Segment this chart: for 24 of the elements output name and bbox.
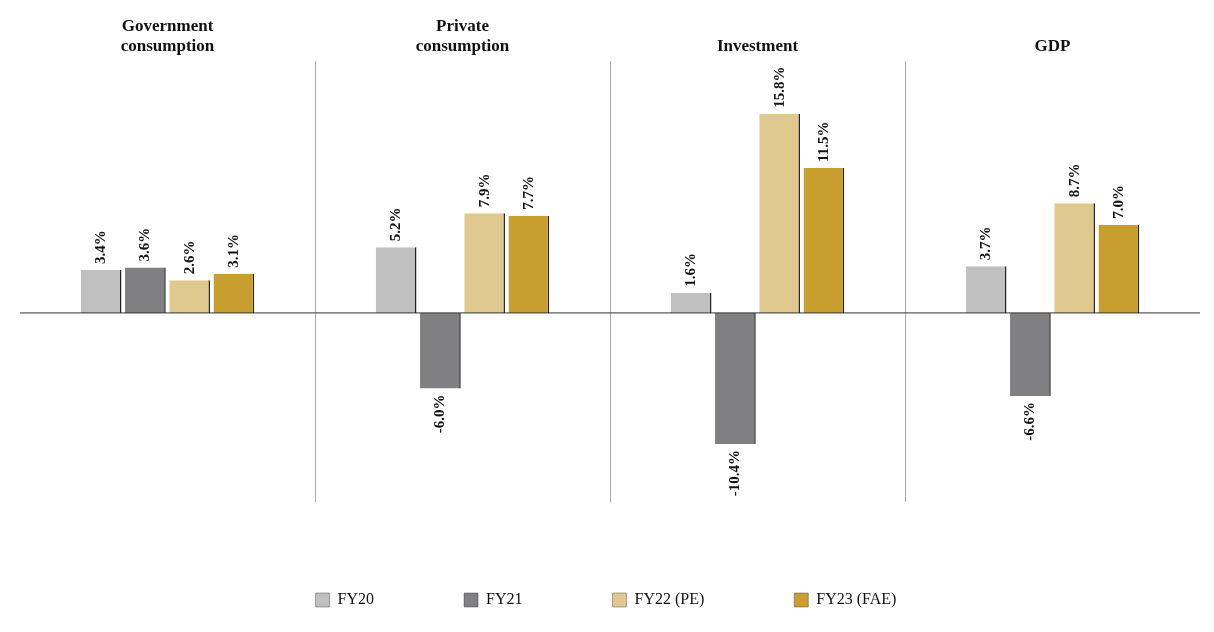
- data-label: 3.6%: [136, 227, 153, 262]
- data-label: 8.7%: [1065, 163, 1082, 198]
- x-tick-label: Investment: [716, 35, 799, 55]
- data-label: -10.4%: [726, 450, 743, 497]
- x-tick-label: Government consumption: [120, 15, 215, 55]
- data-label: 5.2%: [387, 207, 403, 242]
- data-label: 7.9%: [475, 173, 492, 208]
- data-label: -6.6%: [1021, 402, 1038, 441]
- data-label: 7.0%: [1109, 184, 1126, 219]
- x-tick-label: Private consumption: [415, 15, 510, 55]
- data-label: 3.7%: [977, 226, 993, 261]
- data-label: -6.0%: [431, 394, 448, 434]
- legend-label: FY20: [337, 590, 375, 608]
- data-label: 3.4%: [92, 230, 108, 265]
- data-label: 3.1%: [224, 234, 241, 268]
- legend-label: FY23 (FAE): [816, 590, 897, 609]
- data-label: 1.6%: [682, 253, 698, 287]
- data-label: 2.6%: [180, 240, 197, 275]
- data-label: 11.5%: [814, 121, 831, 162]
- x-tick-label: GDP: [1034, 35, 1071, 55]
- data-label: 15.8%: [770, 66, 787, 108]
- legend-label: FY22 (PE): [634, 590, 705, 609]
- data-label: 7.7%: [519, 176, 536, 210]
- legend-label: FY21: [486, 590, 523, 608]
